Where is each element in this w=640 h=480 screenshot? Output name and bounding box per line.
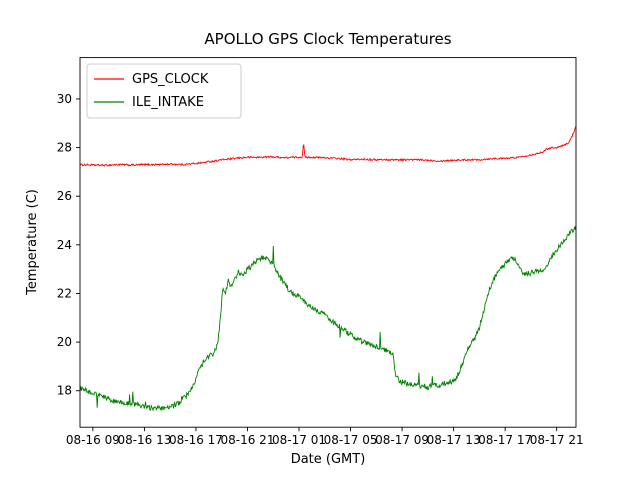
y-tick-label: 26 <box>57 189 72 203</box>
y-tick-labels: 18 20 22 24 26 28 30 <box>57 92 80 398</box>
x-axis-label: Date (GMT) <box>291 452 366 467</box>
x-tick-label: 08-17 17 <box>478 433 532 447</box>
x-tick-label: 08-17 13 <box>427 433 481 447</box>
x-tick-label: 08-16 09 <box>66 433 120 447</box>
legend: GPS_CLOCK ILE_INTAKE <box>86 63 242 119</box>
y-tick-label: 30 <box>57 92 72 106</box>
x-tick-label: 08-16 17 <box>169 433 223 447</box>
y-axis-label: Temperature (C) <box>25 189 40 296</box>
y-tick-label: 24 <box>57 238 72 252</box>
y-tick-label: 22 <box>57 286 72 300</box>
x-tick-label: 08-17 01 <box>272 433 326 447</box>
x-tick-label: 08-17 09 <box>375 433 429 447</box>
x-tick-label: 08-16 21 <box>221 433 275 447</box>
x-tick-label: 08-17 21 <box>530 433 584 447</box>
series-line-gps_clock <box>79 125 577 167</box>
legend-label-gps-clock: GPS_CLOCK <box>132 72 209 87</box>
series-line-ile_intake <box>79 225 577 412</box>
legend-box <box>86 63 242 119</box>
y-tick-label: 28 <box>57 141 72 155</box>
x-tick-label: 08-17 05 <box>324 433 378 447</box>
legend-label-ile-intake: ILE_INTAKE <box>132 95 204 110</box>
x-tick-label: 08-16 13 <box>117 433 171 447</box>
y-tick-label: 20 <box>57 335 72 349</box>
series-lines <box>79 125 577 412</box>
chart-title: APOLLO GPS Clock Temperatures <box>204 30 451 48</box>
plot-border <box>79 57 577 428</box>
y-tick-label: 18 <box>57 384 72 398</box>
